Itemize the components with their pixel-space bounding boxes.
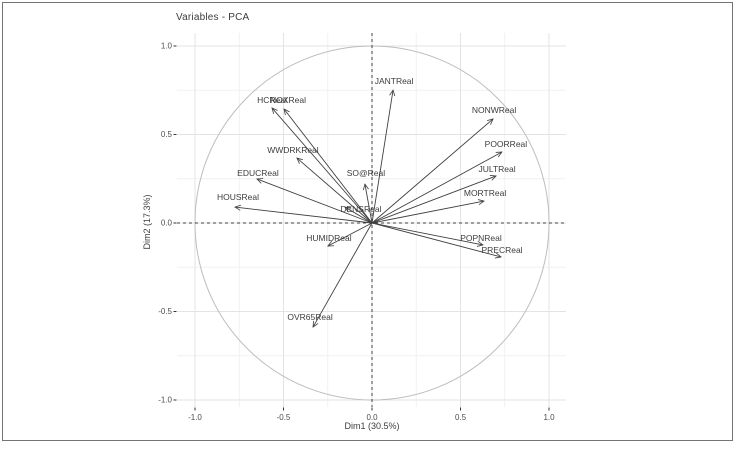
x-tick-label: -0.5 (277, 413, 291, 422)
pca-var-label-EDUCReal: EDUCReal (237, 168, 279, 178)
pca-var-label-WWDRKReal: WWDRKReal (267, 145, 319, 155)
pca-var-label-JULTReal: JULTReal (478, 164, 515, 174)
y-tick-label: -0.5 (158, 307, 172, 316)
pca-var-label-HUMIDReal: HUMIDReal (306, 233, 351, 243)
pca-arrow-OVR65Real (313, 222, 373, 327)
pca-var-label-OVR65Real: OVR65Real (287, 312, 332, 322)
pca-arrow-POORReal (371, 152, 502, 224)
x-tick-label: 1.0 (543, 413, 555, 422)
pca-arrow-POPNReal (371, 222, 483, 245)
x-tick-label: 0.0 (366, 413, 378, 422)
y-tick-label: 0.5 (161, 130, 173, 139)
pca-arrow-SO@Real (365, 184, 373, 224)
x-tick-label: -1.0 (188, 413, 202, 422)
pca-arrow-JULTReal (371, 176, 496, 224)
pca-arrow-DENSReal (345, 207, 373, 224)
pca-var-label-POPNReal: POPNReal (460, 233, 502, 243)
x-axis-title: Dim1 (30.5%) (344, 421, 400, 431)
pca-var-label-HCReal: HCReal (257, 95, 287, 105)
pca-arrow-EDUCReal (257, 179, 373, 224)
y-axis-title: Dim2 (17.3%) (142, 194, 152, 250)
y-tick-label: 0.0 (161, 219, 173, 228)
y-tick-label: 1.0 (161, 42, 173, 51)
pca-arrow-JANTReal (371, 90, 393, 224)
pca-arrow-HOUSReal (235, 207, 373, 224)
y-tick-label: -1.0 (158, 396, 172, 405)
pca-var-label-NONWReal: NONWReal (472, 105, 517, 115)
pca-var-label-MORTReal: MORTReal (464, 188, 506, 198)
pca-var-label-JANTReal: JANTReal (375, 76, 414, 86)
pca-var-label-SO@Real: SO@Real (347, 168, 386, 178)
pca-var-label-PRECReal: PRECReal (481, 245, 522, 255)
chart-title: Variables - PCA (176, 12, 250, 23)
pca-arrow-NONWReal (371, 119, 493, 224)
pca-var-label-HOUSReal: HOUSReal (217, 192, 259, 202)
pca-arrow-MORTReal (371, 201, 484, 224)
pca-arrow-PRECReal (371, 222, 501, 257)
x-tick-label: 0.5 (455, 413, 467, 422)
pca-var-label-NOXReal: NOXReal (270, 95, 306, 105)
pca-arrow-HCReal (272, 108, 373, 224)
pca-var-label-POORReal: POORReal (485, 139, 528, 149)
pca-arrow-WWDRKReal (297, 158, 373, 224)
pca-arrow-HUMIDReal (328, 222, 373, 246)
pca-arrow-NOXReal (284, 109, 373, 224)
